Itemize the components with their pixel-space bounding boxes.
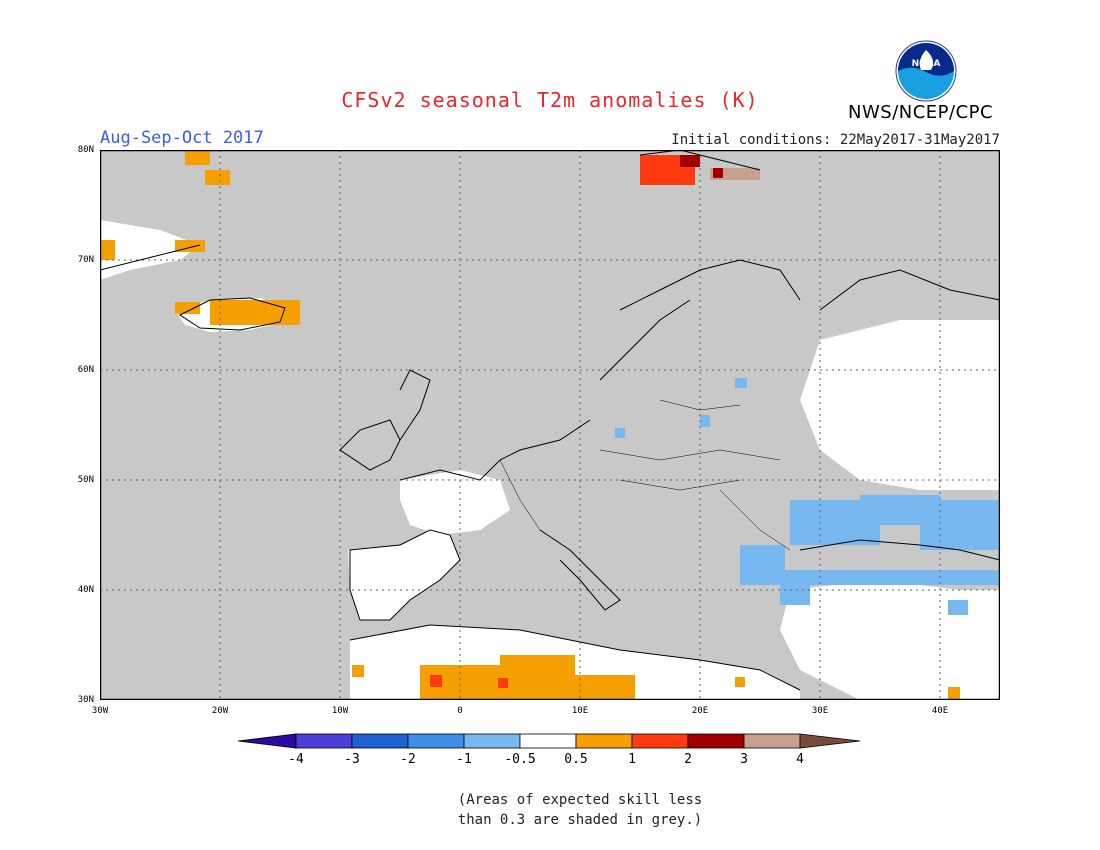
- lon-label-20e: 20E: [691, 706, 709, 716]
- noaa-logo: NOAA: [895, 40, 957, 102]
- map-frame: [100, 150, 1000, 700]
- cbar-box-3: [407, 733, 465, 749]
- lat-label-60n: 60N: [77, 365, 94, 375]
- logo-text: NOAA: [912, 59, 941, 69]
- cbar-label-p2: 2: [684, 752, 692, 767]
- cool-anomalies: [615, 378, 1000, 615]
- lat-label-40n: 40N: [77, 585, 94, 595]
- lat-label-80n: 80N: [77, 145, 94, 155]
- skill-footnote: (Areas of expected skill less than 0.3 a…: [380, 790, 780, 830]
- cbar-box-9: [743, 733, 801, 749]
- cbar-box-4: [463, 733, 521, 749]
- anomaly-map: [100, 150, 1000, 700]
- lon-label-10e: 10E: [571, 706, 589, 716]
- cbar-box-6: [575, 733, 633, 749]
- cbar-label-p4: 4: [796, 752, 804, 767]
- cbar-label-m3: -3: [344, 752, 360, 767]
- warm-anomalies: [100, 150, 960, 700]
- cbar-arrow-left: [238, 733, 297, 749]
- footnote-line-1: (Areas of expected skill less: [457, 792, 703, 808]
- initial-conditions-label: Initial conditions: 22May2017-31May2017: [671, 132, 1000, 148]
- cbar-label-m4: -4: [288, 752, 304, 767]
- season-label: Aug-Sep-Oct 2017: [100, 128, 264, 148]
- lon-label-10w: 10W: [331, 706, 349, 716]
- cbar-label-p05: 0.5: [564, 752, 588, 767]
- cbar-box-1: [295, 733, 353, 749]
- country-borders: [499, 399, 791, 551]
- color-scale-bar: [238, 733, 861, 749]
- lon-label-30w: 30W: [91, 706, 109, 716]
- coastlines: [100, 150, 1000, 691]
- lon-label-30e: 30E: [811, 706, 829, 716]
- cbar-box-8: [687, 733, 745, 749]
- cbar-label-m1: -1: [456, 752, 472, 767]
- lat-label-50n: 50N: [77, 475, 94, 485]
- lon-label-40e: 40E: [931, 706, 949, 716]
- cbar-box-2: [351, 733, 409, 749]
- cbar-arrow-right: [799, 733, 861, 749]
- graticule: [100, 150, 1000, 700]
- lon-label-0: 0: [457, 706, 463, 716]
- footnote-line-2: than 0.3 are shaded in grey.): [457, 812, 703, 828]
- agency-label: NWS/NCEP/CPC: [848, 102, 994, 123]
- map-title: CFSv2 seasonal T2m anomalies (K): [341, 88, 759, 112]
- cbar-label-m2: -2: [400, 752, 416, 767]
- lat-label-30n: 30N: [77, 695, 94, 705]
- cbar-label-m05: -0.5: [504, 752, 536, 767]
- cbar-label-p1: 1: [628, 752, 636, 767]
- cbar-label-p3: 3: [740, 752, 748, 767]
- cbar-box-7: [631, 733, 689, 749]
- lon-label-20w: 20W: [211, 706, 229, 716]
- cbar-box-5: [519, 733, 577, 749]
- lat-label-70n: 70N: [77, 255, 94, 265]
